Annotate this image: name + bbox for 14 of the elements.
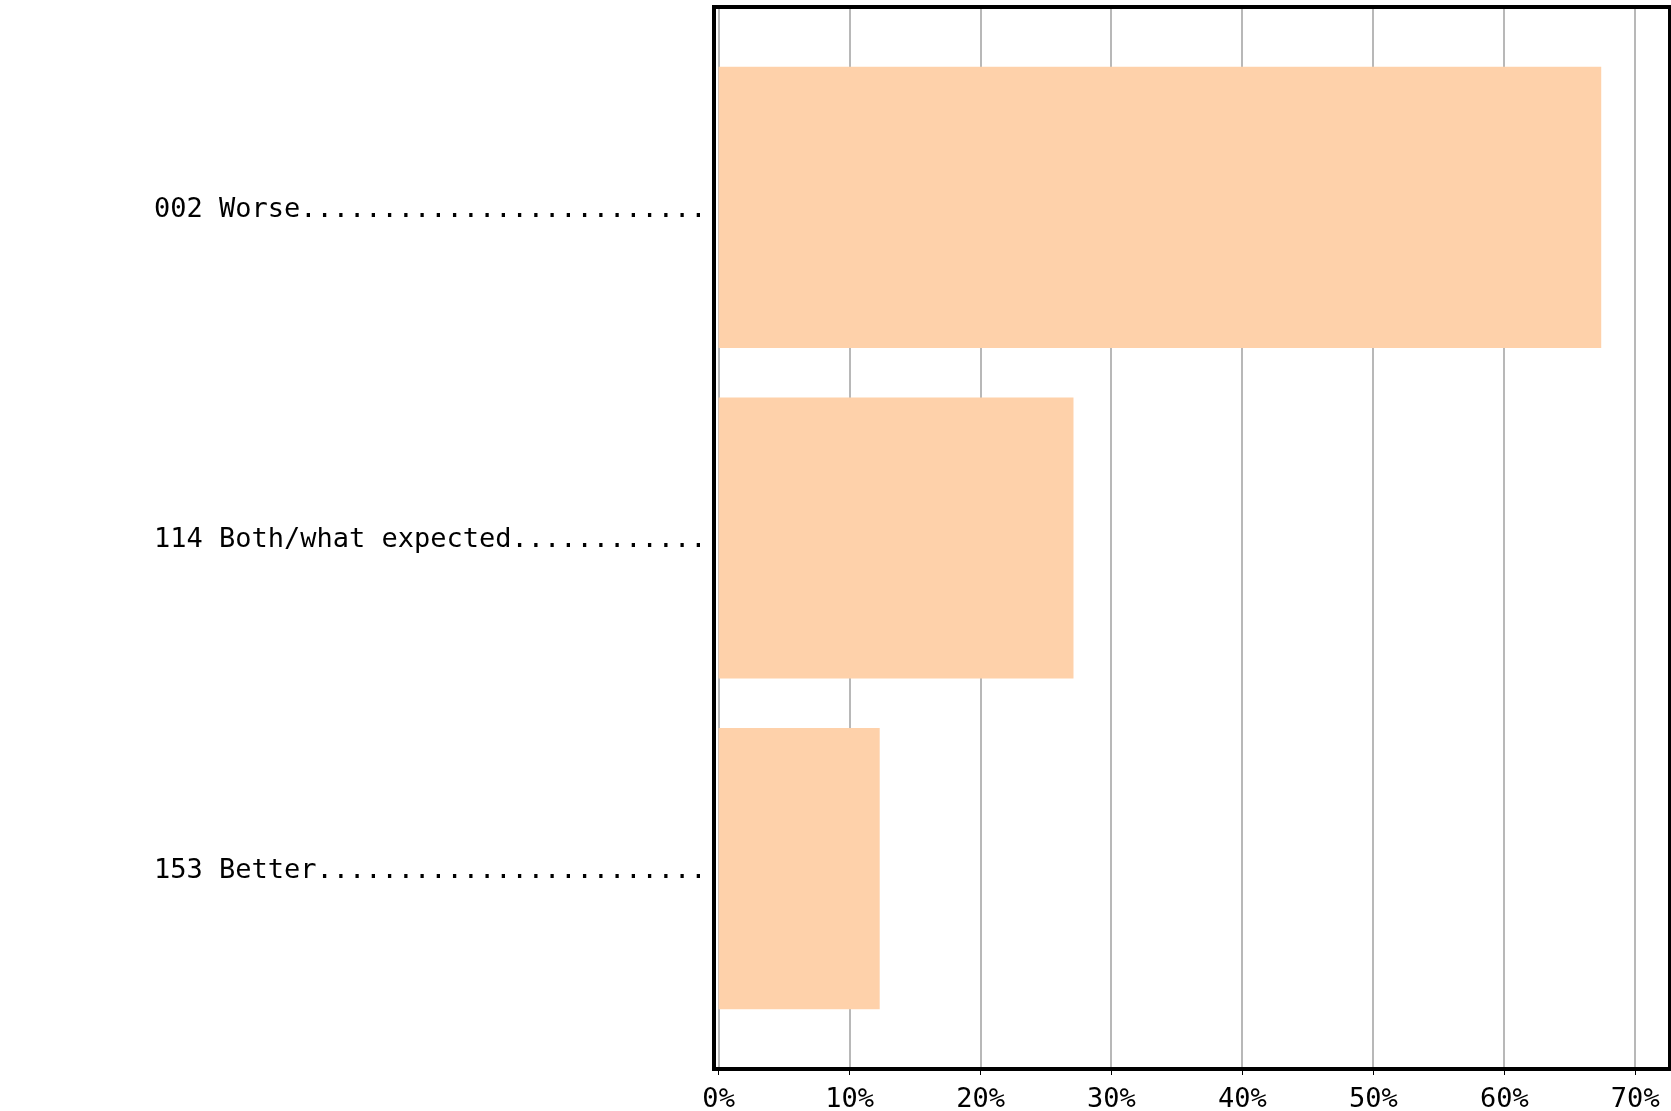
x-tick-label: 40% (1218, 1082, 1267, 1111)
x-tick-label: 30% (1087, 1082, 1136, 1111)
x-tick-label: 60% (1479, 1082, 1529, 1111)
bar (718, 728, 880, 1010)
y-tick-label: 114 Both/what expected............ (153, 522, 707, 554)
x-tick-label: 0% (702, 1082, 735, 1111)
x-tick-label: 50% (1348, 1082, 1398, 1111)
x-tick-label: 70% (1610, 1082, 1660, 1111)
bar (718, 397, 1074, 679)
y-tick-label: 153 Better........................ (153, 853, 707, 885)
x-tick-label: 10% (825, 1082, 874, 1111)
y-tick-label: 002 Worse......................... (153, 191, 707, 223)
x-tick-label: 20% (956, 1082, 1005, 1111)
bar (718, 66, 1602, 348)
